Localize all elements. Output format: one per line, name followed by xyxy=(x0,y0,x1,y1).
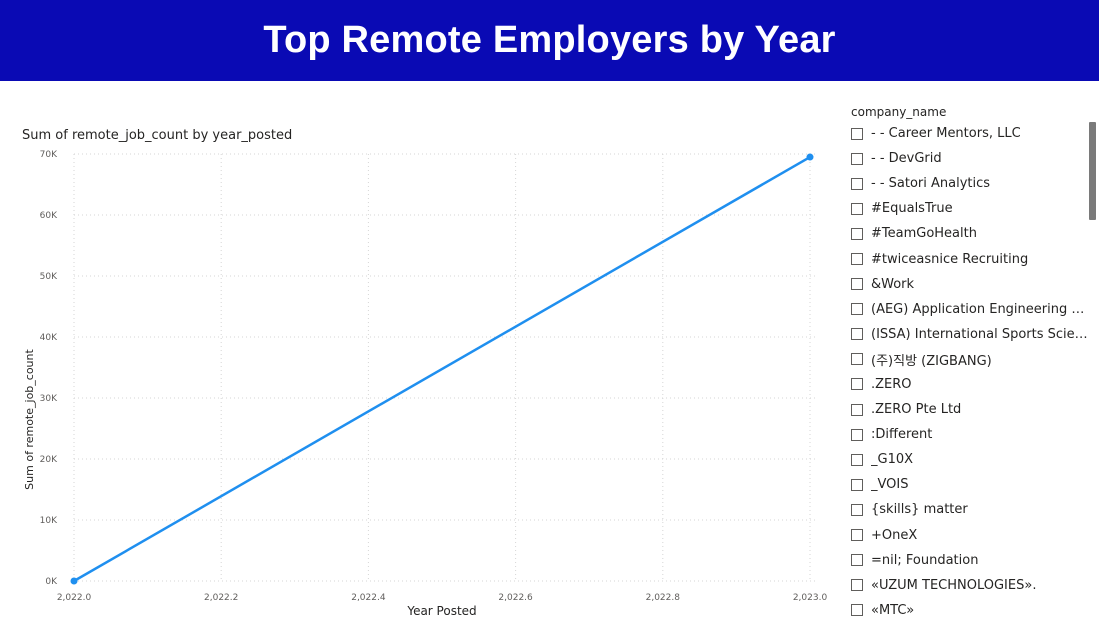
checkbox[interactable] xyxy=(851,478,863,491)
y-tick-label: 60K xyxy=(40,211,58,221)
slicer-item[interactable]: #TeamGoHealth xyxy=(851,221,1091,246)
slicer-item-label: &Work xyxy=(871,276,915,292)
y-tick-label: 70K xyxy=(40,150,58,160)
slicer-item[interactable]: _VOIS xyxy=(851,472,1091,497)
slicer-item-label: .ZERO Pte Ltd xyxy=(871,402,962,418)
slicer-item-label: {skills} matter xyxy=(871,502,968,518)
slicer-item-label: _G10X xyxy=(871,452,914,468)
slicer-item-label: #twiceasnice Recruiting xyxy=(871,251,1029,267)
slicer-item-label: #EqualsTrue xyxy=(871,201,953,217)
chart-title: Sum of remote_job_count by year_posted xyxy=(22,128,292,143)
slicer-item[interactable]: =nil; Foundation xyxy=(851,548,1091,573)
checkbox[interactable] xyxy=(851,554,863,567)
slicer-item[interactable]: &Work xyxy=(851,272,1091,297)
y-tick-label: 20K xyxy=(40,455,58,465)
series-line xyxy=(73,155,811,583)
checkbox[interactable] xyxy=(851,278,863,291)
slicer-item-label: .ZERO xyxy=(871,376,912,392)
slicer-item[interactable]: .ZERO xyxy=(851,372,1091,397)
slicer-item-label: - - DevGrid xyxy=(871,151,942,167)
slicer-item[interactable]: #twiceasnice Recruiting xyxy=(851,246,1091,271)
slicer-item[interactable]: - - Satori Analytics xyxy=(851,171,1091,196)
y-axis-title: Sum of remote_job_count xyxy=(23,348,36,489)
slicer-header: company_name xyxy=(851,105,947,119)
slicer-list: - - Career Mentors, LLC - - DevGrid - - Sa… xyxy=(851,121,1091,623)
checkbox[interactable] xyxy=(851,227,863,240)
x-tick-label: 2,022.2 xyxy=(204,593,238,603)
slicer-item[interactable]: - - Career Mentors, LLC xyxy=(851,121,1091,146)
slicer-item-label: =nil; Foundation xyxy=(871,552,979,568)
checkbox[interactable] xyxy=(851,453,863,466)
slicer-item[interactable]: (AEG) Application Engineering Gro... xyxy=(851,297,1091,322)
checkbox[interactable] xyxy=(851,328,863,341)
checkbox[interactable] xyxy=(851,579,863,592)
slicer-item[interactable]: (주)직방 (ZIGBANG) xyxy=(851,347,1091,372)
data-point xyxy=(70,577,78,585)
checkbox[interactable] xyxy=(851,303,863,316)
checkbox[interactable] xyxy=(851,127,863,140)
page-title: Top Remote Employers by Year xyxy=(263,19,836,61)
slicer-item-label: #TeamGoHealth xyxy=(871,226,977,242)
slicer-item[interactable]: :Different xyxy=(851,422,1091,447)
y-tick-label: 40K xyxy=(40,333,58,343)
slicer-item[interactable]: #EqualsTrue xyxy=(851,196,1091,221)
slicer-item-label: - - Career Mentors, LLC xyxy=(871,126,1021,142)
x-tick-label: 2,022.4 xyxy=(351,593,386,603)
slicer-item-label: «UZUM TECHNOLOGIES». xyxy=(871,577,1037,593)
x-tick-label: 2,022.8 xyxy=(646,593,681,603)
slicer-item-label: (AEG) Application Engineering Gro... xyxy=(871,301,1091,317)
line-chart: Sum of remote_job_count by year_posted 0K… xyxy=(22,128,828,618)
slicer-item[interactable]: _G10X xyxy=(851,447,1091,472)
checkbox[interactable] xyxy=(851,152,863,165)
checkbox[interactable] xyxy=(851,202,863,215)
y-tick-label: 30K xyxy=(40,394,58,404)
checkbox[interactable] xyxy=(851,604,863,617)
y-tick-label: 0K xyxy=(45,577,58,587)
x-tick-label: 2,022.6 xyxy=(498,593,533,603)
x-tick-label: 2,022.0 xyxy=(57,593,92,603)
y-tick-label: 10K xyxy=(40,516,58,526)
slicer-item[interactable]: «MTC» xyxy=(851,598,1091,623)
data-point xyxy=(806,153,814,161)
slicer-item[interactable]: {skills} matter xyxy=(851,497,1091,522)
y-tick-label: 50K xyxy=(40,272,58,282)
slicer-item-label: +OneX xyxy=(871,527,918,543)
checkbox[interactable] xyxy=(851,378,863,391)
slicer-item[interactable]: (ISSA) International Sports Science... xyxy=(851,322,1091,347)
x-tick-label: 2,023.0 xyxy=(793,593,828,603)
slicer-item[interactable]: .ZERO Pte Ltd xyxy=(851,397,1091,422)
slicer-item-label: _VOIS xyxy=(871,477,909,493)
slicer-item[interactable]: - - DevGrid xyxy=(851,146,1091,171)
checkbox[interactable] xyxy=(851,503,863,516)
company-slicer[interactable]: company_name - - Career Mentors, LLC - - … xyxy=(840,81,1099,623)
slicer-item[interactable]: +OneX xyxy=(851,523,1091,548)
checkbox[interactable] xyxy=(851,428,863,441)
x-axis-title: Year Posted xyxy=(406,604,476,618)
checkbox[interactable] xyxy=(851,177,863,190)
checkbox[interactable] xyxy=(851,253,863,266)
checkbox[interactable] xyxy=(851,403,863,416)
slicer-item-label: :Different xyxy=(871,427,933,443)
slicer-item[interactable]: «UZUM TECHNOLOGIES». xyxy=(851,573,1091,598)
slicer-item-label: (주)직방 (ZIGBANG) xyxy=(871,353,992,369)
slicer-item-label: - - Satori Analytics xyxy=(871,176,991,192)
slicer-item-label: «MTC» xyxy=(871,602,915,618)
line-chart-visual[interactable]: Sum of remote_job_count by year_posted 0K… xyxy=(0,81,835,623)
checkbox[interactable] xyxy=(851,353,863,366)
slicer-scrollbar-thumb[interactable] xyxy=(1089,122,1096,220)
title-banner: Top Remote Employers by Year xyxy=(0,0,1099,81)
slicer-item-label: (ISSA) International Sports Science... xyxy=(871,326,1091,342)
checkbox[interactable] xyxy=(851,529,863,542)
